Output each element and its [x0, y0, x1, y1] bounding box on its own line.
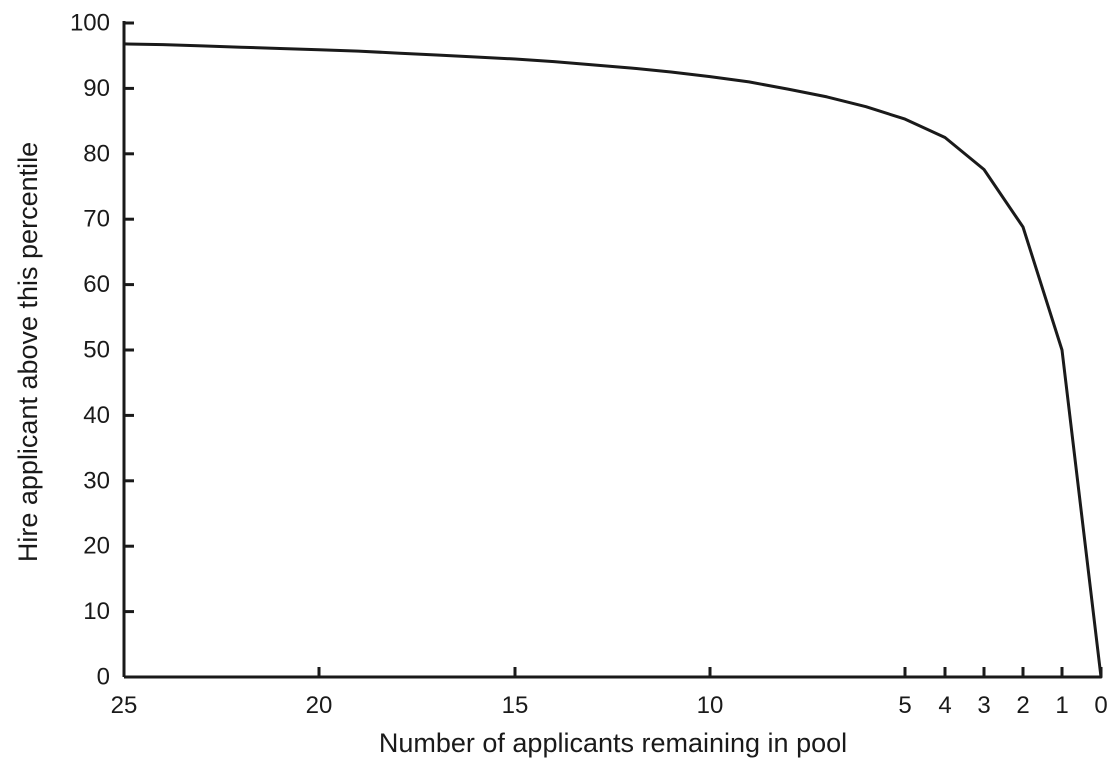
y-axis-ticks: 0 10 20 30 40 50 60 70 80 90 100	[70, 10, 134, 691]
y-tick-label: 80	[83, 140, 110, 167]
x-tick-label: 20	[306, 692, 333, 719]
series-line	[122, 42, 1103, 679]
x-axis-ticks: 25 20 15 10 5 4 3 2 1 0	[111, 667, 1108, 719]
y-tick-label: 100	[70, 10, 110, 37]
x-tick-label: 3	[977, 692, 990, 719]
x-tick-label: 4	[938, 692, 951, 719]
x-tick-label: 5	[898, 692, 911, 719]
x-tick-label: 15	[502, 692, 529, 719]
y-axis-title: Hire applicant above this percentile	[13, 142, 43, 562]
x-tick-label: 0	[1094, 692, 1107, 719]
y-tick-label: 40	[83, 402, 110, 429]
y-tick-label: 90	[83, 75, 110, 102]
x-tick-label: 1	[1055, 692, 1068, 719]
y-tick-label: 10	[83, 598, 110, 625]
x-tick-label: 2	[1016, 692, 1029, 719]
y-tick-label: 50	[83, 337, 110, 364]
y-tick-label: 30	[83, 467, 110, 494]
y-tick-label: 70	[83, 206, 110, 233]
x-tick-label: 10	[697, 692, 724, 719]
y-tick-label: 20	[83, 533, 110, 560]
y-tick-label: 0	[97, 664, 110, 691]
y-tick-label: 60	[83, 271, 110, 298]
x-axis-title: Number of applicants remaining in pool	[379, 728, 847, 758]
x-tick-label: 25	[111, 692, 138, 719]
